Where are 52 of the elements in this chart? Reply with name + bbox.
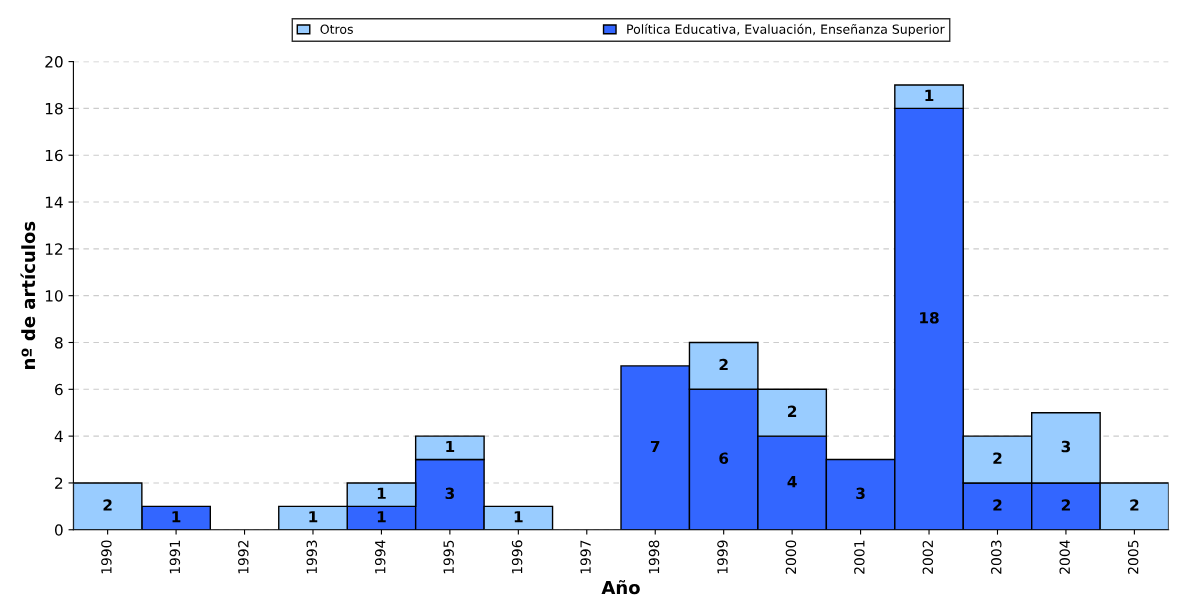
y-tick-label: 2 [55,477,63,489]
x-tick-label: 2003 [991,540,1002,574]
data-label: 2 [788,405,797,417]
y-tick-label: 6 [55,383,63,396]
data-label: 2 [1061,499,1070,511]
y-tick-label: 10 [45,290,63,302]
data-label: 2 [993,452,1002,464]
data-label: 7 [650,440,660,453]
x-tick-label: 1998 [648,540,660,574]
y-axis-title: nº de artículos [20,221,36,369]
data-label: 2 [719,358,728,371]
x-tick-label: 1996 [511,540,523,574]
x-tick-label: 1994 [374,540,386,574]
data-label: 2 [993,499,1002,511]
x-tick-label: 1993 [306,540,318,574]
y-tick-label: 20 [45,56,63,68]
x-tick-label: 1995 [443,540,454,574]
data-label: 6 [719,452,729,464]
x-axis-title: Año [601,580,640,595]
y-tick-label: 16 [45,149,63,162]
data-label: 2 [103,499,112,511]
x-tick-label: 1991 [169,540,181,574]
y-tick-label: 8 [55,336,63,349]
data-label: 1 [377,487,386,499]
y-tick-label: 0 [54,524,63,536]
data-label: 3 [445,487,454,500]
x-tick-label: 2001 [854,540,865,574]
data-label: 1 [309,511,318,523]
y-tick-label: 14 [45,196,63,208]
y-tick-label: 18 [45,102,63,115]
data-label: 1 [925,89,934,101]
x-tick-label: 2004 [1059,540,1070,574]
data-label: 3 [856,487,865,500]
data-label: 1 [446,440,455,453]
data-label: 1 [377,511,386,523]
data-label: 4 [787,476,797,488]
x-tick-label: 1997 [580,540,591,574]
data-label: 1 [514,511,523,523]
data-label: 1 [172,511,181,523]
y-tick-label: 4 [54,430,63,442]
y-tick-label: 12 [45,243,63,255]
x-tick-label: 2000 [785,540,797,574]
x-tick-label: 1992 [238,540,249,574]
x-tick-label: 2002 [922,540,934,574]
data-label: 3 [1061,440,1071,453]
x-tick-label: 1999 [717,540,728,574]
x-tick-label: 2005 [1127,540,1139,574]
data-label: 2 [1130,499,1139,511]
legend-label: Política Educativa, Evaluación, Enseñanza Superior [627,23,945,37]
legend-label: Otros [320,24,353,34]
x-tick-label: 1990 [101,540,112,574]
data-label: 18 [920,311,939,324]
